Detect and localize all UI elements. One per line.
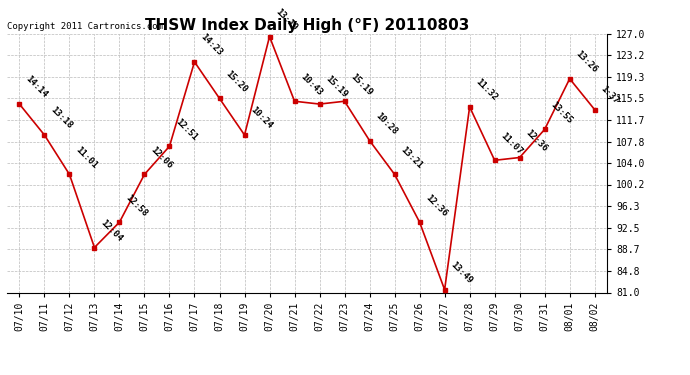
Text: 13:21: 13:21: [399, 145, 424, 170]
Text: 12:51: 12:51: [174, 117, 199, 142]
Text: 13:10: 13:10: [274, 7, 299, 32]
Text: 14:23: 14:23: [199, 32, 224, 58]
Text: 12:36: 12:36: [424, 193, 449, 218]
Text: 11:01: 11:01: [74, 145, 99, 170]
Text: 10:24: 10:24: [248, 105, 274, 131]
Text: 13:49: 13:49: [448, 260, 474, 285]
Text: 13:55: 13:55: [549, 100, 574, 125]
Text: 10:43: 10:43: [299, 72, 324, 97]
Text: 11:07: 11:07: [499, 131, 524, 156]
Text: 15:19: 15:19: [324, 75, 349, 100]
Text: 14:14: 14:14: [23, 75, 49, 100]
Text: 12:58: 12:58: [124, 193, 149, 218]
Text: 15:19: 15:19: [348, 72, 374, 97]
Text: 10:28: 10:28: [374, 111, 399, 136]
Title: THSW Index Daily High (°F) 20110803: THSW Index Daily High (°F) 20110803: [145, 18, 469, 33]
Text: 15:20: 15:20: [224, 69, 249, 94]
Text: 12:04: 12:04: [99, 218, 124, 243]
Text: 13:26: 13:26: [574, 49, 599, 75]
Text: 13:18: 13:18: [48, 105, 74, 131]
Text: 12:06: 12:06: [148, 145, 174, 170]
Text: 1:37: 1:37: [599, 84, 620, 105]
Text: 12:36: 12:36: [524, 128, 549, 153]
Text: 11:32: 11:32: [474, 77, 499, 103]
Text: Copyright 2011 Cartronics.com: Copyright 2011 Cartronics.com: [7, 22, 163, 31]
